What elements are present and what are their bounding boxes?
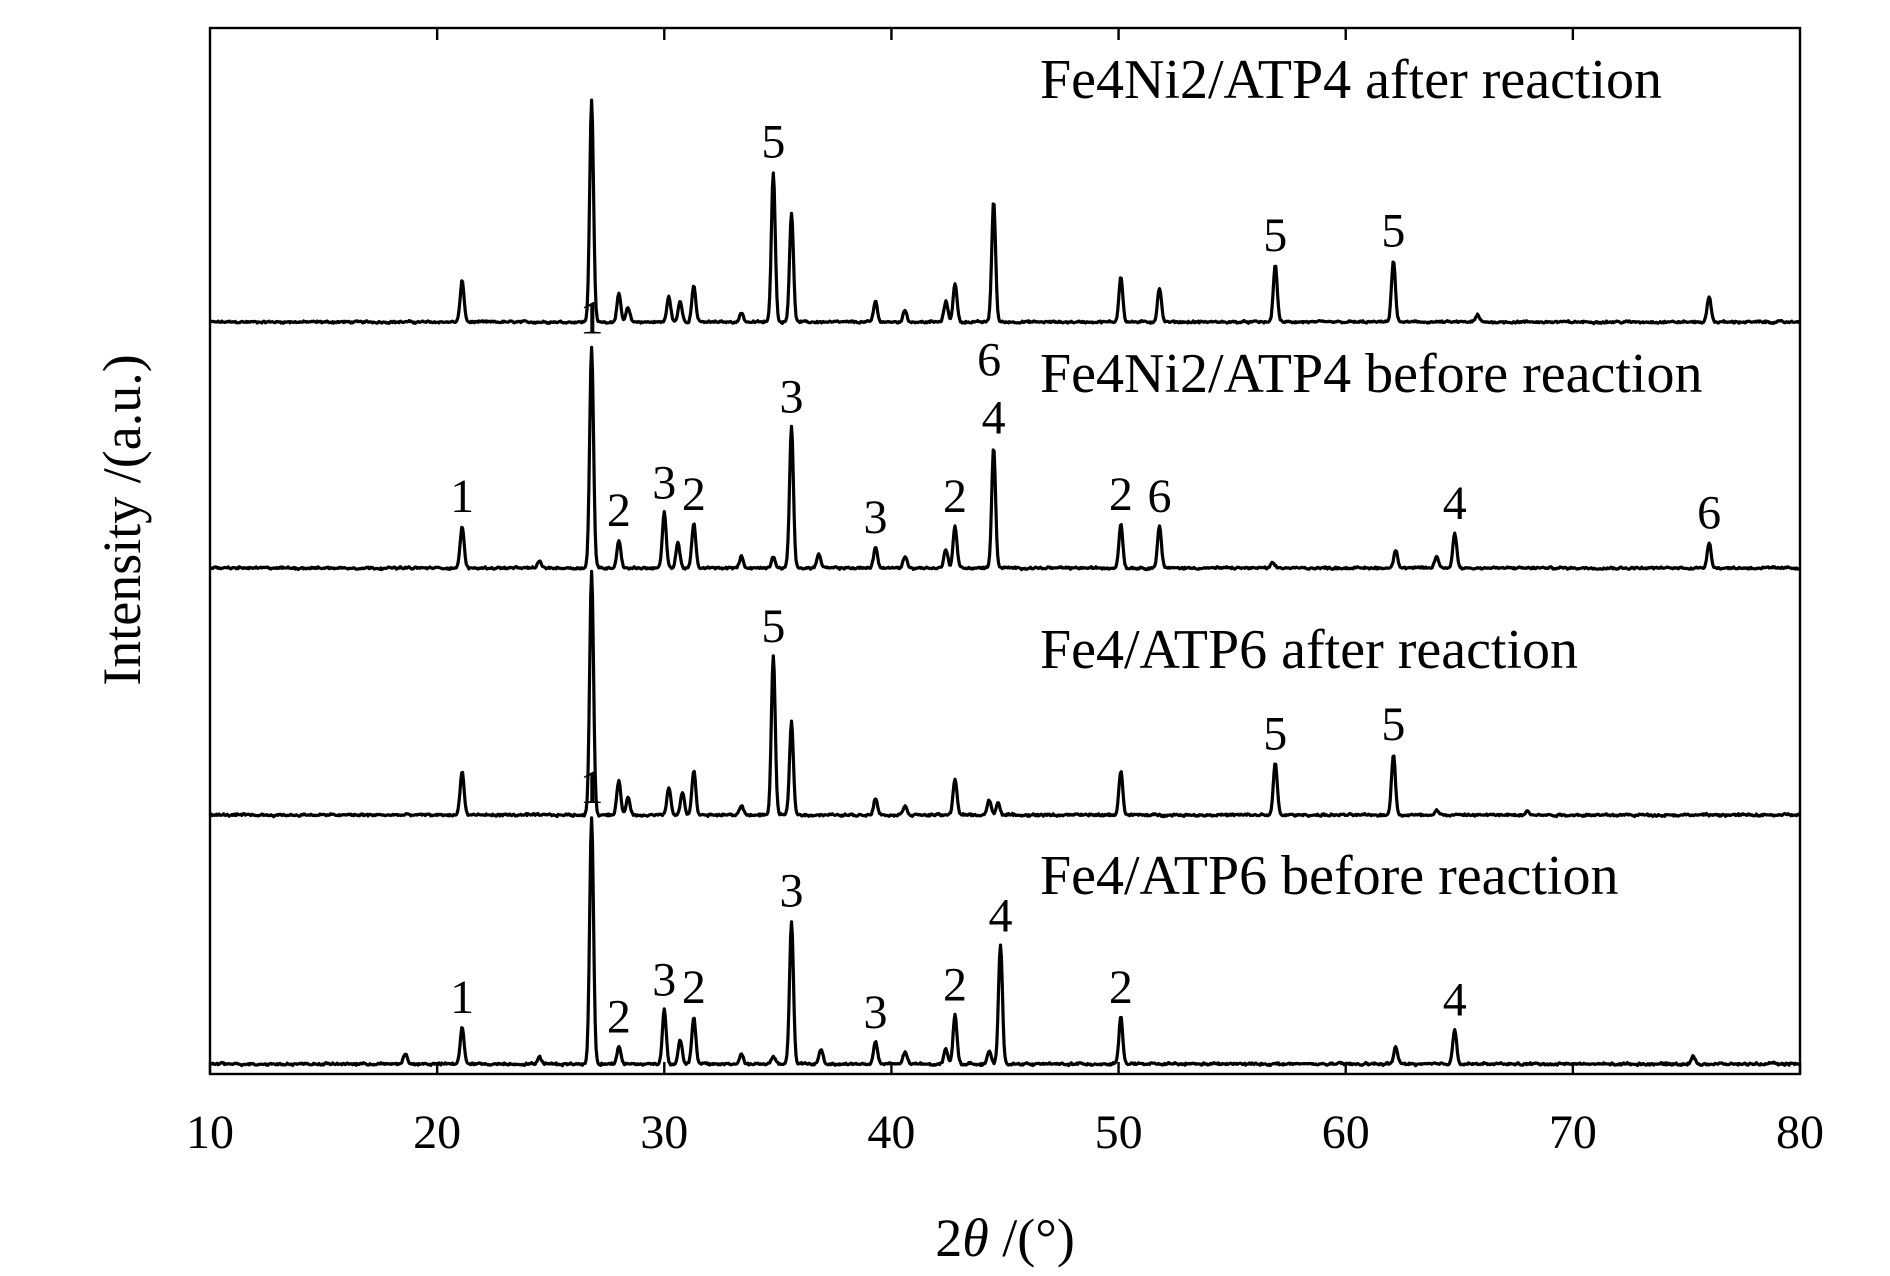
peak-label: 2 — [607, 991, 631, 1044]
peak-label: 2 — [1109, 961, 1133, 1014]
series-label: Fe4Ni2/ATP4 before reaction — [1040, 343, 1702, 405]
peak-label: 3 — [779, 370, 803, 423]
peak-label: 2 — [607, 484, 631, 537]
peak-label: 6 — [1697, 486, 1721, 539]
peak-label: 1 — [580, 292, 604, 345]
plot-frame — [208, 26, 1802, 1076]
peak-label: 5 — [1381, 698, 1405, 751]
xrd-trace — [208, 569, 1802, 819]
peak-label: 3 — [779, 865, 803, 918]
x-axis-title-symbol: θ — [962, 1208, 989, 1268]
peak-label: 5 — [761, 600, 785, 653]
peak-label: 1 — [450, 470, 474, 523]
peak-label: 6 — [977, 333, 1001, 386]
peak-label: 6 — [1147, 470, 1171, 523]
peak-label: 5 — [1263, 209, 1287, 262]
peak-label: 2 — [682, 468, 706, 521]
x-axis-title-unit: /(°) — [989, 1208, 1075, 1268]
x-axis-tick-labels: 10 20 30 40 50 60 70 80 — [186, 1106, 1824, 1159]
series-label: Fe4/ATP6 after reaction — [1040, 619, 1578, 681]
peak-label: 1 — [450, 971, 474, 1024]
peak-label: 3 — [864, 986, 888, 1039]
series-label: Fe4Ni2/ATP4 after reaction — [1040, 49, 1662, 111]
peak-label: 4 — [988, 889, 1012, 942]
peak-label: 2 — [943, 959, 967, 1012]
xrd-trace — [209, 345, 1801, 572]
x-tick-label: 20 — [413, 1106, 461, 1159]
peak-label: 3 — [864, 491, 888, 544]
peak-label: 3 — [652, 456, 676, 509]
peak-label: 5 — [761, 116, 785, 169]
x-axis-title: 2θ /(°) — [935, 1208, 1075, 1268]
peak-label: 2 — [943, 470, 967, 523]
x-tick-label: 70 — [1549, 1106, 1597, 1159]
peak-label: 3 — [652, 954, 676, 1007]
peak-label: 4 — [982, 391, 1006, 444]
x-tick-label: 60 — [1322, 1106, 1370, 1159]
x-axis-title-prefix: 2 — [935, 1208, 962, 1268]
series-label: Fe4/ATP6 before reaction — [1040, 845, 1618, 907]
x-tick-label: 50 — [1095, 1106, 1143, 1159]
peak-label: 4 — [1443, 973, 1467, 1026]
peak-label: 1 — [580, 761, 604, 814]
x-tick-label: 10 — [186, 1106, 234, 1159]
diffraction-traces — [208, 98, 1802, 1068]
y-axis-title: Intensity /(a.u.) — [92, 354, 152, 685]
peak-label: 2 — [682, 961, 706, 1014]
xrd-trace — [209, 816, 1801, 1068]
peak-label: 5 — [1381, 204, 1405, 257]
peak-label: 2 — [1109, 468, 1133, 521]
series-labels: Fe4Ni2/ATP4 after reaction Fe4Ni2/ATP4 be… — [1040, 49, 1702, 907]
x-tick-label: 40 — [867, 1106, 915, 1159]
x-tick-label: 30 — [640, 1106, 688, 1159]
peak-label: 4 — [1443, 477, 1467, 530]
peak-label: 5 — [1263, 708, 1287, 761]
xrd-trace — [208, 98, 1801, 326]
x-tick-label: 80 — [1776, 1106, 1824, 1159]
